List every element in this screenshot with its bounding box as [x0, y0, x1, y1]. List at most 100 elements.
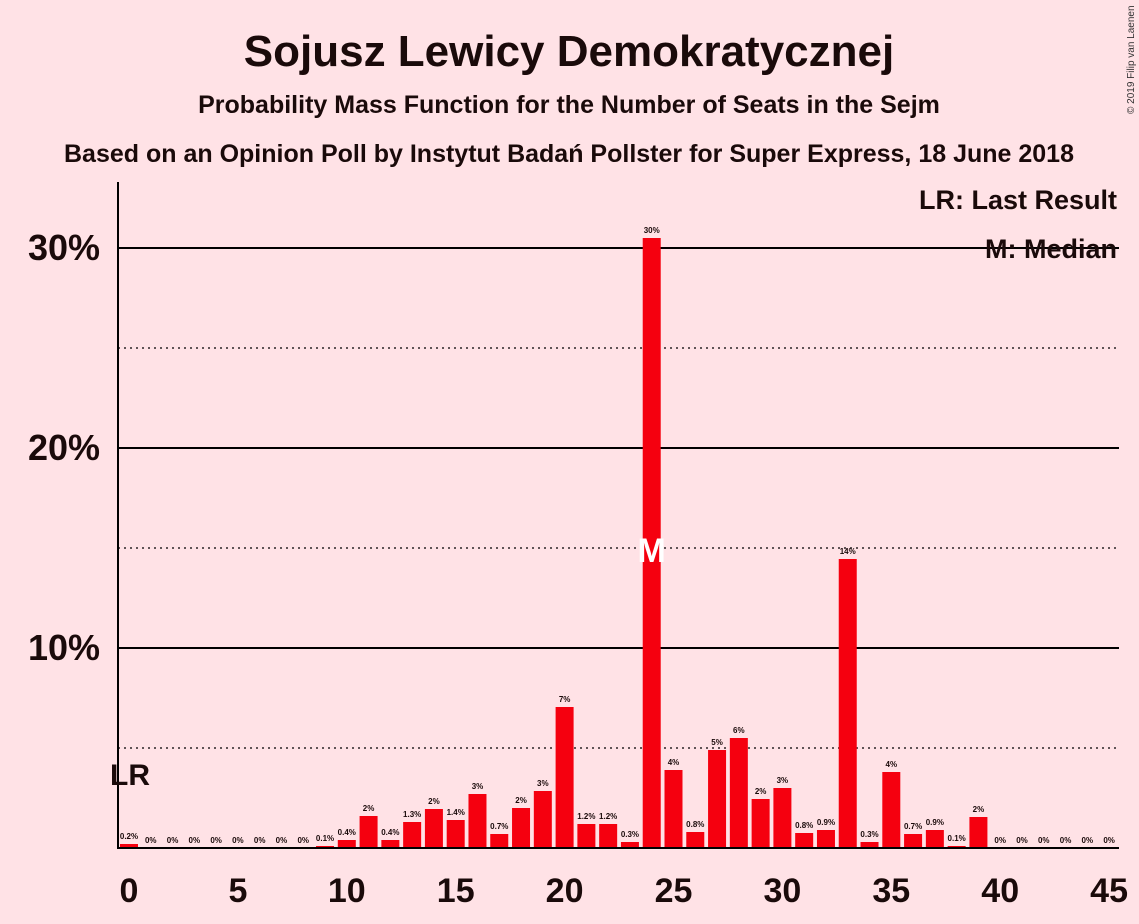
bar-data-label: 0%	[1060, 836, 1072, 845]
bar-data-label: 0.4%	[381, 828, 399, 837]
bar	[838, 559, 857, 848]
bar	[729, 738, 748, 848]
bar-data-label: 14%	[840, 547, 856, 556]
bar-labels: 0.2% 0% 0% 0% 0% 0% 0% 0% 0% 0.1% 0.4% 2% 0.4% 1.3% 2%…	[120, 226, 1115, 845]
bar	[642, 238, 661, 848]
bar-data-label: 7%	[559, 695, 571, 704]
bar-data-label: 0%	[1103, 836, 1115, 845]
bar-data-label: 0.1%	[316, 834, 334, 843]
legend-last-result: LR: Last Result	[919, 185, 1117, 215]
bar	[337, 840, 356, 848]
bar	[490, 834, 509, 848]
bar	[512, 808, 531, 848]
bar-data-label: 3%	[777, 776, 789, 785]
bar	[446, 820, 465, 848]
bar-data-label: 1.3%	[403, 810, 421, 819]
bar	[577, 824, 596, 848]
bar	[403, 822, 422, 848]
bar	[708, 750, 727, 848]
bar	[925, 830, 944, 848]
bar-data-label: 0%	[1038, 836, 1050, 845]
chart-title: Sojusz Lewicy Demokratycznej	[244, 27, 894, 76]
bar-data-label: 0%	[1016, 836, 1028, 845]
y-tick-label: 30%	[28, 227, 100, 268]
bar-data-label: 0.7%	[904, 822, 922, 831]
chart-subtitle-poll: Based on an Opinion Poll by Instytut Bad…	[64, 140, 1074, 168]
y-tick-label: 10%	[28, 627, 100, 668]
median-marker: M	[638, 532, 666, 570]
bar-data-label: 4%	[668, 758, 680, 767]
bar-data-label: 0.9%	[926, 818, 944, 827]
bar	[664, 770, 683, 848]
bar-data-label: 2%	[363, 804, 375, 813]
bar	[860, 842, 879, 848]
x-tick-label: 15	[437, 872, 475, 910]
bar-data-label: 0%	[994, 836, 1006, 845]
bar	[773, 788, 792, 848]
bar-data-label: 0%	[232, 836, 244, 845]
bar	[468, 794, 487, 848]
bar	[424, 809, 443, 848]
y-tick-label: 20%	[28, 427, 100, 468]
bar-data-label: 0%	[145, 836, 157, 845]
bar-data-label: 3%	[472, 782, 484, 791]
bar	[904, 834, 923, 848]
bar	[120, 844, 138, 848]
bar-data-label: 0%	[1082, 836, 1094, 845]
x-tick-label: 10	[328, 872, 366, 910]
bar-data-label: 3%	[537, 779, 549, 788]
bar	[969, 817, 988, 848]
gridlines	[118, 247, 1119, 749]
bar-data-label: 6%	[733, 726, 745, 735]
x-ticks: 0 5 10 15 20 25 30 35 40 45	[120, 872, 1128, 910]
copyright-text: © 2019 Filip van Laenen	[1126, 5, 1137, 114]
chart-subtitle: Probability Mass Function for the Number…	[198, 91, 940, 119]
x-tick-label: 20	[546, 872, 584, 910]
x-tick-label: 35	[872, 872, 910, 910]
bar	[555, 707, 574, 848]
bar-data-label: 2%	[428, 797, 440, 806]
bar-data-label: 0.3%	[860, 830, 878, 839]
bar-data-label: 0.8%	[686, 820, 704, 829]
x-tick-label: 25	[655, 872, 693, 910]
bar	[533, 791, 552, 848]
bar	[686, 832, 705, 848]
bar-data-label: 5%	[711, 738, 723, 747]
bar-data-label: 0.7%	[490, 822, 508, 831]
bars	[120, 238, 988, 848]
bar-data-label: 0%	[167, 836, 179, 845]
bar-data-label: 1.2%	[577, 812, 595, 821]
bar	[882, 772, 901, 848]
x-tick-label: 5	[228, 872, 247, 910]
bar-data-label: 0%	[254, 836, 266, 845]
bar	[751, 799, 770, 848]
x-tick-label: 45	[1090, 872, 1128, 910]
bar-data-label: 0.1%	[948, 834, 966, 843]
x-tick-label: 40	[981, 872, 1019, 910]
bar-data-label: 0.9%	[817, 818, 835, 827]
bar	[795, 833, 814, 848]
bar-data-label: 1.2%	[599, 812, 617, 821]
bar	[359, 816, 378, 848]
last-result-marker: LR	[110, 759, 150, 792]
bar-data-label: 2%	[755, 787, 767, 796]
bar-data-label: 0%	[297, 836, 309, 845]
bar-data-label: 0%	[276, 836, 288, 845]
bar-data-label: 2%	[973, 805, 985, 814]
legend-median: M: Median	[985, 234, 1117, 264]
x-tick-label: 30	[763, 872, 801, 910]
bar-data-label: 0%	[189, 836, 201, 845]
bar	[599, 824, 618, 848]
bar-data-label: 0.8%	[795, 821, 813, 830]
bar-data-label: 2%	[515, 796, 527, 805]
bar	[620, 842, 639, 848]
bar-data-label: 0.4%	[338, 828, 356, 837]
bar-data-label: 30%	[644, 226, 660, 235]
bar-data-label: 0%	[210, 836, 222, 845]
y-ticks: 10% 20% 30%	[28, 227, 100, 668]
bar-data-label: 4%	[886, 760, 898, 769]
bar	[381, 840, 400, 848]
x-tick-label: 0	[120, 872, 139, 910]
bar	[816, 830, 835, 848]
